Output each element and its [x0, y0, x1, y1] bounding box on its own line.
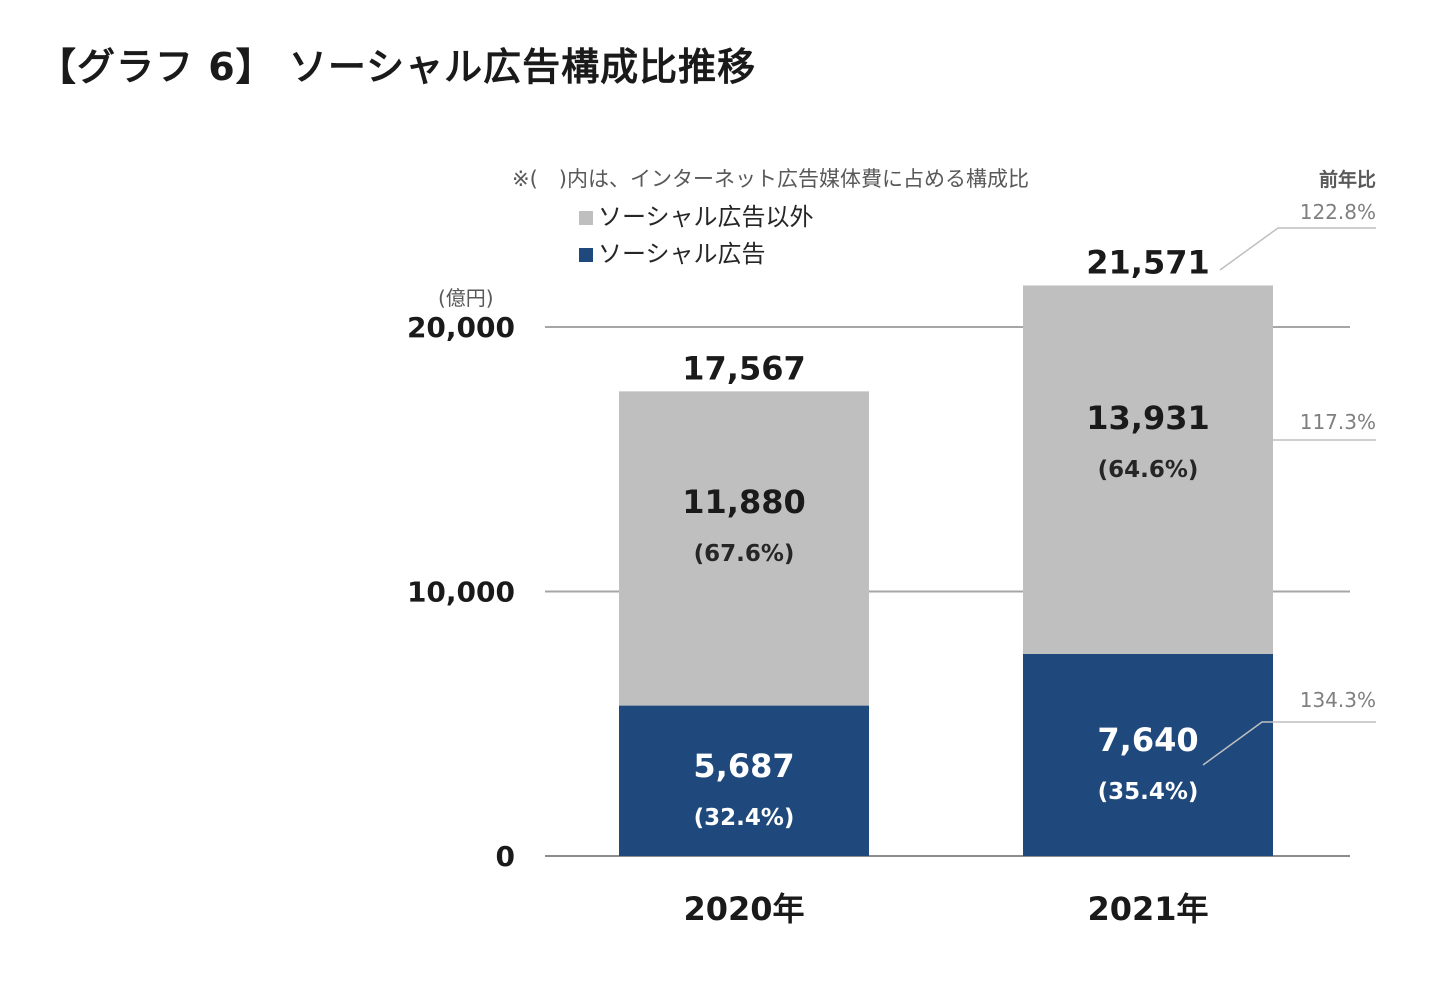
- y-tick-label: 0: [496, 840, 515, 873]
- bar-non-social-ads: [1023, 285, 1273, 654]
- total-value-label: 17,567: [682, 349, 805, 387]
- yoy-label: 134.3%: [1300, 688, 1376, 712]
- segment-value-label: 5,687: [693, 747, 794, 785]
- segment-share-label: (32.4%): [694, 805, 795, 831]
- y-tick-label: 20,000: [407, 311, 515, 344]
- yoy-header: 前年比: [1319, 168, 1376, 191]
- x-category-label: 2020年: [683, 890, 804, 928]
- chart-title: 【グラフ 6】 ソーシャル広告構成比推移: [38, 45, 757, 89]
- bar-social-ads: [619, 705, 869, 856]
- yoy-leader-line: [1202, 721, 1376, 766]
- bar-social-ads: [1023, 653, 1273, 856]
- segment-value-label: 7,640: [1097, 721, 1198, 759]
- segment-share-label: (64.6%): [1098, 457, 1199, 483]
- unit-label: (億円): [438, 286, 494, 310]
- yoy-label: 117.3%: [1300, 410, 1376, 434]
- segment-value-label: 11,880: [682, 483, 805, 521]
- segment-share-label: (35.4%): [1098, 779, 1199, 805]
- bar-non-social-ads: [619, 391, 869, 706]
- yoy-leader-line: [1219, 227, 1376, 271]
- legend-swatch: [579, 248, 593, 262]
- legend-label: ソーシャル広告: [598, 240, 766, 268]
- legend-swatch: [579, 211, 593, 225]
- total-value-label: 21,571: [1086, 243, 1209, 281]
- labels: 0 10,000 20,000(億円) ※( )内は、インターネット広告媒体費に占める…: [407, 167, 1376, 928]
- x-category-label: 2021年: [1087, 890, 1208, 928]
- segment-share-label: (67.6%): [694, 541, 795, 567]
- bars: [619, 285, 1273, 856]
- segment-value-label: 13,931: [1086, 399, 1209, 437]
- yoy-label: 122.8%: [1300, 200, 1376, 224]
- y-tick-label: 10,000: [407, 576, 515, 609]
- legend-label: ソーシャル広告以外: [598, 203, 814, 231]
- yoy-leader-line: [1202, 439, 1376, 479]
- chart-note: ※( )内は、インターネット広告媒体費に占める構成比: [512, 167, 1029, 191]
